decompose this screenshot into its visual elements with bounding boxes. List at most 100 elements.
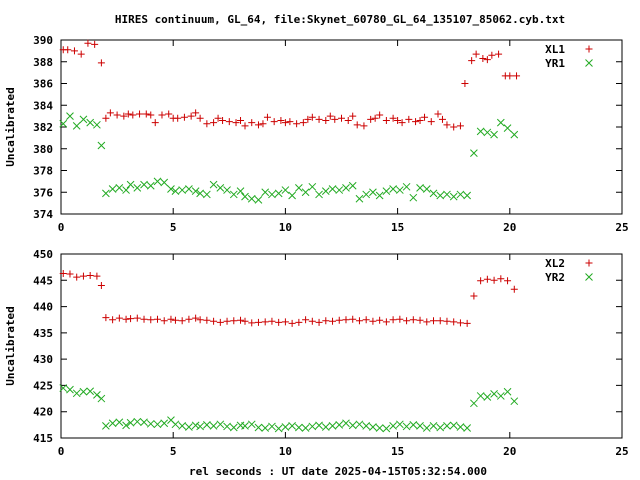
data-point [304, 115, 312, 123]
y-tick-label: 415 [33, 432, 53, 445]
data-point [66, 270, 74, 278]
data-point [479, 54, 487, 62]
data-point [171, 316, 179, 324]
data-point [229, 423, 238, 432]
y-tick-label: 430 [33, 353, 53, 366]
x-tick-label: 5 [170, 445, 177, 458]
y-axis-label: Uncalibrated [4, 306, 17, 385]
data-point [124, 110, 132, 118]
data-point [497, 275, 505, 283]
data-point [367, 115, 375, 123]
data-point [398, 119, 406, 127]
data-point [196, 422, 204, 431]
data-point [295, 184, 303, 192]
data-point [203, 190, 211, 199]
data-point [328, 422, 337, 430]
data-point [120, 112, 128, 120]
data-point [126, 180, 135, 189]
data-point [315, 190, 323, 199]
data-point [470, 149, 478, 157]
x-tick-label: 10 [279, 445, 292, 458]
y-axis-label: Uncalibrated [4, 87, 17, 166]
data-point [270, 118, 278, 126]
data-point [236, 187, 245, 196]
data-point [476, 392, 485, 400]
data-point [436, 423, 445, 432]
data-point [443, 317, 451, 325]
y-tick-label: 382 [33, 121, 53, 134]
data-point [281, 186, 290, 194]
data-point [140, 418, 148, 427]
data-point [360, 122, 368, 130]
data-point [196, 316, 204, 324]
data-point [209, 180, 218, 189]
data-point [348, 181, 357, 190]
data-point [203, 421, 211, 429]
plot-frame [60, 253, 623, 439]
data-point [216, 184, 225, 192]
data-point [450, 123, 458, 131]
data-point [102, 114, 110, 122]
data-point [389, 114, 397, 122]
data-point [274, 424, 283, 433]
data-point [229, 190, 238, 199]
data-point [274, 189, 283, 198]
data-point [423, 318, 431, 326]
y-tick-label: 380 [33, 143, 53, 156]
data-point [476, 127, 485, 136]
data-point [214, 114, 222, 122]
data-point [223, 186, 231, 194]
y-tick-label: 388 [33, 56, 53, 69]
y-tick-label: 420 [33, 406, 53, 419]
panel-bottom: 415 420 425 430 435 440 445 450 0 5 10 15 20 25 Uncali… [4, 248, 629, 458]
data-point [396, 315, 404, 323]
data-point [248, 119, 256, 127]
data-point [295, 318, 303, 326]
data-point [254, 423, 263, 432]
data-point [353, 121, 361, 129]
legend-marker [585, 273, 593, 281]
data-point [268, 422, 276, 431]
data-point [223, 422, 231, 431]
x-axis-label: rel seconds : UT date 2025-04-15T05:32:5… [189, 465, 487, 478]
y-tick-label: 450 [33, 248, 53, 261]
data-point [355, 317, 363, 325]
data-point [463, 424, 472, 432]
data-point [416, 316, 424, 324]
data-point [136, 110, 144, 118]
x-tick-label: 0 [58, 445, 65, 458]
data-point [102, 422, 110, 430]
data-point [402, 422, 411, 431]
data-point [342, 184, 350, 192]
data-point [178, 186, 187, 194]
data-point [66, 112, 74, 120]
y-tick-label: 440 [33, 301, 53, 314]
data-point [496, 392, 505, 400]
data-point [412, 118, 420, 126]
data-point [342, 419, 350, 428]
legend-marker [585, 59, 593, 67]
data-point [171, 187, 180, 196]
data-point [180, 113, 188, 121]
data-point [216, 318, 224, 326]
data-point [342, 316, 350, 324]
data-point [129, 111, 137, 119]
data-point [133, 184, 142, 192]
data-point [191, 187, 200, 196]
data-point [308, 422, 317, 431]
data-point [79, 115, 88, 124]
data-point [315, 421, 323, 430]
data-point [382, 424, 391, 433]
data-point [382, 318, 390, 326]
data-point [321, 187, 330, 196]
data-point [405, 115, 413, 123]
data-point [160, 178, 169, 187]
x-tick-label: 15 [391, 221, 404, 234]
figure-title: HIRES continuum, GL_64, file:Skynet_6078… [115, 13, 565, 26]
data-point [109, 316, 117, 324]
data-point [449, 421, 458, 430]
data-point [268, 190, 276, 199]
data-point [513, 72, 521, 80]
data-point [102, 189, 110, 198]
x-tick-label: 20 [503, 221, 516, 234]
